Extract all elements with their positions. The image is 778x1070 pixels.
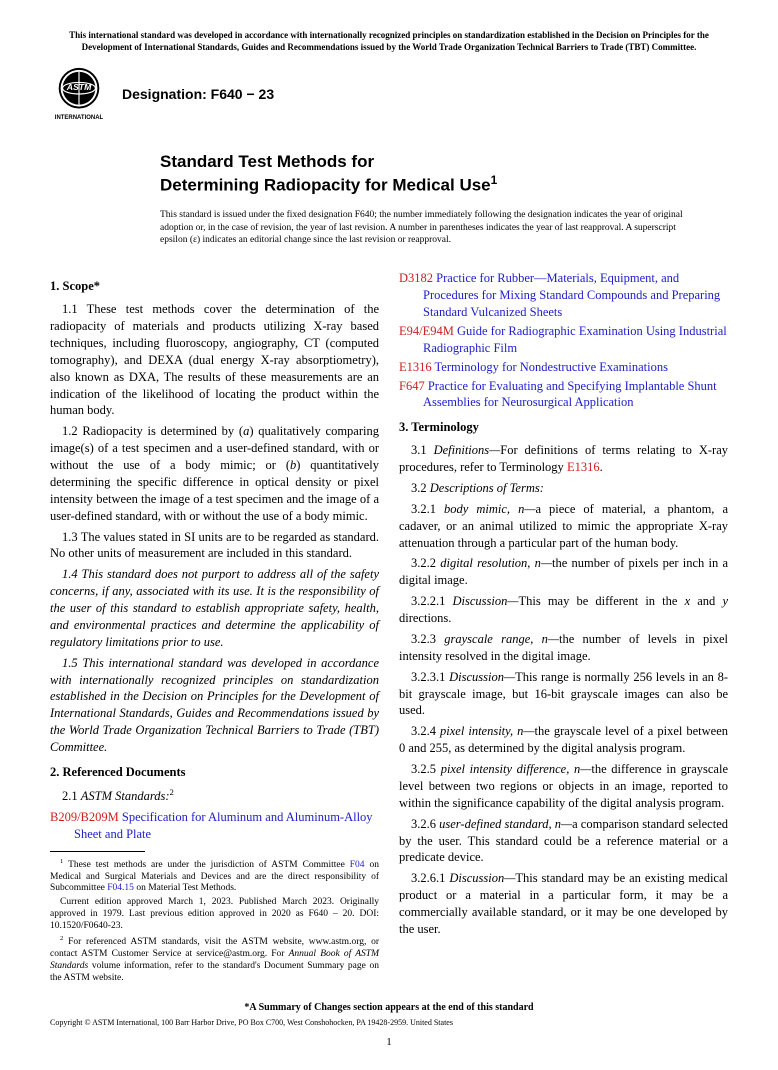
para-1-5: 1.5 This international standard was deve… <box>50 655 379 756</box>
para-3-2-2-1: 3.2.2.1 Discussion—This may be different… <box>399 593 728 627</box>
para-3-2: 3.2 Descriptions of Terms: <box>399 480 728 497</box>
ref-e1316: E1316 Terminology for Nondestructive Exa… <box>399 359 728 376</box>
ref-docs-heading: 2. Referenced Documents <box>50 764 379 781</box>
para-3-2-4: 3.2.4 pixel intensity, n—the grayscale l… <box>399 723 728 757</box>
footnote-2: 2 For referenced ASTM standards, visit t… <box>50 935 379 985</box>
doc-title: Standard Test Methods for Determining Ra… <box>160 151 728 197</box>
para-3-1: 3.1 Definitions—For definitions of terms… <box>399 442 728 476</box>
title-line1: Standard Test Methods for <box>160 152 374 171</box>
para-3-2-3: 3.2.3 grayscale range, n—the number of l… <box>399 631 728 665</box>
svg-text:INTERNATIONAL: INTERNATIONAL <box>55 116 104 122</box>
terminology-heading: 3. Terminology <box>399 419 728 436</box>
para-1-3: 1.3 The values stated in SI units are to… <box>50 529 379 563</box>
title-block: Standard Test Methods for Determining Ra… <box>160 151 728 197</box>
ref-e94: E94/E94M Guide for Radiographic Examinat… <box>399 323 728 357</box>
svg-text:ASTM: ASTM <box>66 83 92 93</box>
ref-d3182: D3182 Practice for Rubber—Materials, Equ… <box>399 270 728 321</box>
ref-f647: F647 Practice for Evaluating and Specify… <box>399 378 728 412</box>
para-1-1: 1.1 These test methods cover the determi… <box>50 301 379 419</box>
summary-note: *A Summary of Changes section appears at… <box>50 1001 728 1015</box>
ref-b209: B209/B209M Specification for Aluminum an… <box>50 809 379 843</box>
para-3-2-6-1: 3.2.6.1 Discussion—This standard may be … <box>399 870 728 938</box>
scope-heading: 1. Scope* <box>50 278 379 295</box>
footer: *A Summary of Changes section appears at… <box>50 1001 728 1050</box>
copyright: Copyright © ASTM International, 100 Barr… <box>50 1018 728 1029</box>
para-3-2-3-1: 3.2.3.1 Discussion—This range is normall… <box>399 669 728 720</box>
footnote-divider <box>50 851 145 852</box>
title-note: This standard is issued under the fixed … <box>160 209 728 246</box>
page-number: 1 <box>50 1035 728 1050</box>
para-1-2: 1.2 Radiopacity is determined by (a) qua… <box>50 423 379 524</box>
para-3-2-1: 3.2.1 body mimic, n—a piece of material,… <box>399 501 728 552</box>
para-3-2-5: 3.2.5 pixel intensity difference, n—the … <box>399 761 728 812</box>
para-1-4: 1.4 This standard does not purport to ad… <box>50 566 379 650</box>
title-line2: Determining Radiopacity for Medical Use <box>160 176 491 195</box>
para-2-1: 2.1 ASTM Standards:2 <box>50 787 379 805</box>
para-3-2-6: 3.2.6 user-defined standard, n—a compari… <box>399 816 728 867</box>
footnote-1-p2: Current edition approved March 1, 2023. … <box>50 897 379 933</box>
designation-row: ASTM INTERNATIONAL Designation: F640 − 2… <box>50 65 728 123</box>
body-columns: 1. Scope* 1.1 These test methods cover t… <box>50 270 728 986</box>
header-note: This international standard was develope… <box>50 30 728 53</box>
astm-logo: ASTM INTERNATIONAL <box>50 65 108 123</box>
designation-text: Designation: F640 − 23 <box>122 85 274 104</box>
footnote-1: 1 These test methods are under the juris… <box>50 858 379 896</box>
para-3-2-2: 3.2.2 digital resolution, n—the number o… <box>399 555 728 589</box>
